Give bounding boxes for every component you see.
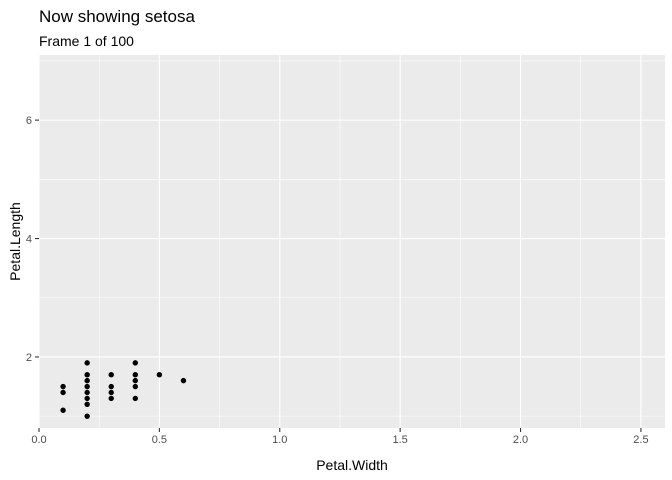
data-point (108, 383, 114, 390)
data-point (60, 389, 66, 396)
data-point (108, 389, 114, 396)
data-point (180, 377, 187, 384)
data-point (60, 383, 66, 390)
y-axis: 2 4 6 (26, 115, 39, 364)
minor-gridlines (39, 55, 665, 428)
data-point (84, 377, 90, 384)
data-point (156, 372, 163, 378)
x-tick-label: 2.5 (633, 434, 648, 446)
chart-subtitle: Frame 1 of 100 (39, 33, 134, 49)
x-tick-label: 1.0 (272, 434, 287, 446)
plot-panel (39, 55, 665, 428)
data-point (108, 395, 114, 402)
data-point (132, 395, 139, 402)
data-point (84, 372, 90, 378)
data-point (84, 360, 90, 366)
y-tick-label: 6 (26, 115, 32, 127)
data-point (132, 360, 139, 366)
data-point (84, 413, 90, 419)
x-axis: 0.0 0.5 1.0 1.5 2.0 2.5 (31, 428, 649, 446)
x-tick-label: 0.5 (152, 434, 167, 446)
x-tick-label: 0.0 (31, 434, 46, 446)
y-tick-label: 2 (26, 352, 32, 364)
y-tick-label: 4 (26, 234, 32, 246)
y-axis-title: Petal.Length (7, 202, 23, 281)
data-points (60, 360, 187, 419)
major-gridlines (38, 55, 665, 428)
chart-title: Now showing setosa (39, 7, 195, 26)
data-point (132, 383, 139, 390)
data-point (84, 383, 90, 390)
data-point (132, 372, 139, 378)
data-point (84, 389, 90, 396)
x-axis-title: Petal.Width (316, 457, 388, 473)
data-point (84, 401, 90, 408)
data-point (84, 395, 90, 402)
data-point (108, 372, 114, 378)
data-point (132, 377, 139, 384)
data-point (60, 407, 66, 413)
x-tick-label: 2.0 (513, 434, 528, 446)
x-tick-label: 1.5 (393, 434, 408, 446)
